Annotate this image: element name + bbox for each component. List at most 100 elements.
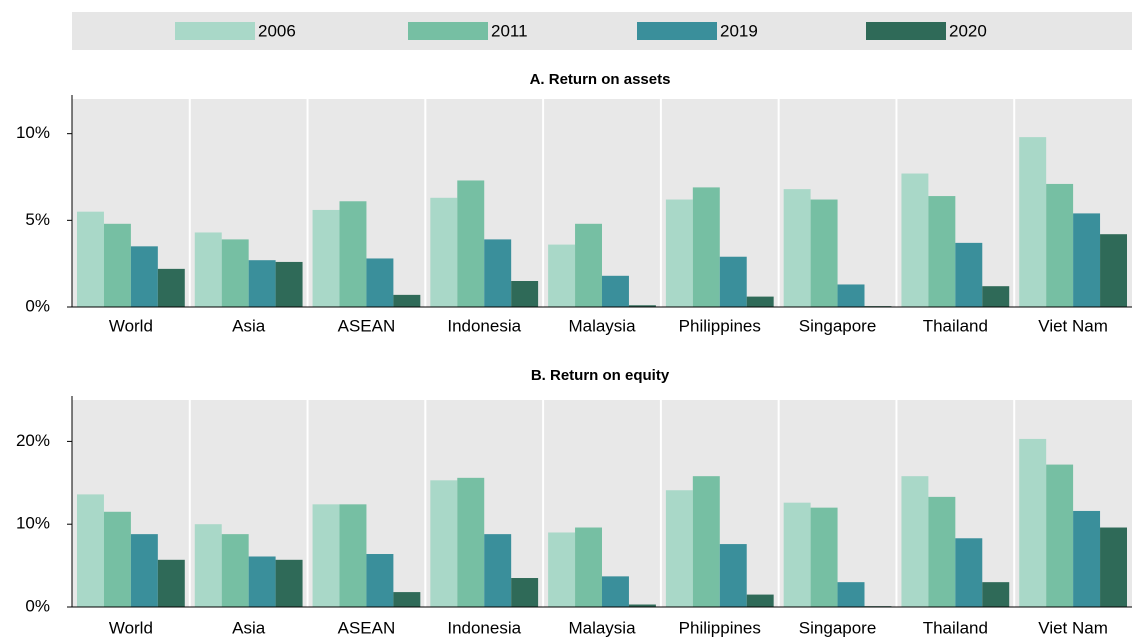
bar (901, 173, 929, 307)
bar (366, 258, 394, 307)
x-tick-label: Philippines (679, 316, 761, 335)
bar (312, 504, 340, 607)
x-tick-label: World (109, 316, 153, 335)
x-tick-label: Singapore (799, 316, 877, 335)
chart-title: B. Return on equity (531, 367, 670, 384)
y-tick-label: 0% (25, 296, 50, 315)
bar (692, 187, 720, 307)
bar (575, 223, 602, 307)
bar (837, 582, 865, 607)
bar (130, 534, 158, 607)
bar (484, 534, 512, 607)
bar (665, 199, 693, 307)
bar (1019, 438, 1047, 607)
bar (393, 294, 421, 307)
bar (665, 490, 693, 607)
legend-label: 2019 (720, 21, 758, 40)
x-tick-label: ASEAN (338, 316, 396, 335)
bar (221, 534, 249, 607)
legend-swatch (866, 22, 946, 40)
bar (928, 196, 956, 307)
x-tick-label: Philippines (679, 618, 761, 637)
bar (194, 232, 222, 307)
bar (628, 604, 656, 607)
y-tick-label: 20% (16, 431, 50, 450)
bar (602, 275, 629, 307)
bar (430, 480, 458, 607)
bar (194, 524, 222, 607)
bar (746, 594, 774, 607)
bar (103, 511, 131, 607)
bar (955, 538, 983, 607)
legend-swatch (637, 22, 717, 40)
bar (484, 239, 512, 307)
x-tick-label: Singapore (799, 618, 877, 637)
x-tick-label: Asia (232, 618, 266, 637)
bar (1073, 213, 1101, 307)
bar (248, 556, 276, 607)
bar (1046, 464, 1074, 607)
x-tick-label: Viet Nam (1038, 618, 1108, 637)
x-tick-label: ASEAN (338, 618, 396, 637)
bar (575, 527, 602, 607)
x-tick-label: Viet Nam (1038, 316, 1108, 335)
bar (339, 504, 367, 607)
bar (511, 578, 539, 607)
bar (103, 223, 131, 307)
x-tick-label: Malaysia (568, 618, 636, 637)
bar (719, 544, 747, 607)
bar (457, 477, 485, 607)
bar (1100, 527, 1127, 607)
bar (457, 180, 485, 307)
bar (275, 261, 303, 307)
x-tick-label: Indonesia (447, 316, 521, 335)
legend-label: 2020 (949, 21, 987, 40)
bar (339, 201, 367, 307)
bar (1073, 510, 1101, 607)
bar (837, 284, 865, 307)
bar (221, 239, 249, 307)
bar (77, 494, 104, 607)
bar (810, 199, 838, 307)
bar (548, 532, 576, 607)
bar (130, 246, 158, 307)
bar (602, 576, 629, 607)
y-tick-label: 0% (25, 596, 50, 615)
x-tick-label: Asia (232, 316, 266, 335)
chart-title: A. Return on assets (530, 71, 671, 88)
bar (955, 242, 983, 307)
bar (366, 554, 394, 607)
bar (157, 559, 185, 607)
x-tick-label: Malaysia (568, 316, 636, 335)
bar (982, 582, 1010, 607)
bar (548, 244, 576, 307)
bar (810, 507, 838, 607)
legend-swatch (408, 22, 488, 40)
bar (1046, 183, 1074, 307)
bar (248, 260, 276, 307)
legend-label: 2011 (491, 21, 528, 40)
bar (901, 476, 929, 607)
bar (719, 256, 747, 307)
x-tick-label: Thailand (923, 316, 988, 335)
bar (1100, 234, 1127, 307)
bar (628, 305, 656, 307)
bar (783, 189, 811, 307)
y-tick-label: 10% (16, 514, 50, 533)
bar (430, 197, 458, 307)
bar (982, 286, 1010, 307)
bar (511, 281, 539, 307)
bar (746, 296, 774, 307)
x-tick-label: World (109, 618, 153, 637)
x-tick-label: Indonesia (447, 618, 521, 637)
y-tick-label: 10% (16, 123, 50, 142)
bar (157, 268, 185, 307)
x-tick-label: Thailand (923, 618, 988, 637)
bar (783, 502, 811, 607)
bar (393, 592, 421, 607)
bar (928, 496, 956, 607)
bar (77, 211, 104, 307)
bar (312, 209, 340, 307)
